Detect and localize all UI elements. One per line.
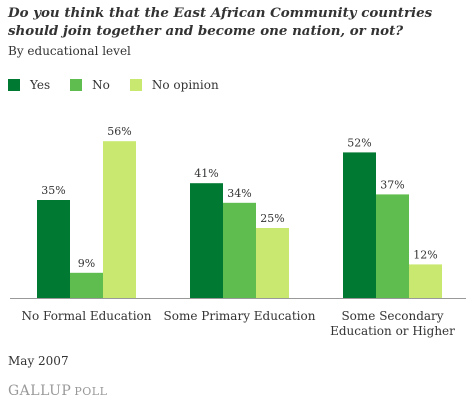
legend-item-no-opinion: No opinion <box>129 78 219 92</box>
legend-item-no: No <box>70 78 110 92</box>
bar-yes-3 <box>343 152 376 298</box>
data-label-yes-2: 41% <box>194 167 218 180</box>
data-label-no-2: 34% <box>227 187 251 200</box>
legend-swatch-yes <box>8 79 20 91</box>
legend-label-no: No <box>92 78 110 92</box>
legend-swatch-no-opinion <box>129 79 142 91</box>
legend-label-yes: Yes <box>30 78 51 92</box>
survey-date: May 2007 <box>8 354 69 368</box>
chart-title: Do you think that the East African Commu… <box>8 5 433 39</box>
bar-no-3 <box>376 194 409 298</box>
data-label-no-3: 37% <box>380 178 404 191</box>
bar-no-2 <box>223 202 256 298</box>
category-label-3: Some Secondary <box>341 309 443 323</box>
legend-item-yes: Yes <box>8 78 50 92</box>
category-label-3: Education or Higher <box>330 324 455 338</box>
data-label-no-opinion-1: 56% <box>107 125 131 138</box>
legend-swatch-no <box>70 79 83 91</box>
bar-yes-2 <box>190 183 223 298</box>
data-label-yes-1: 35% <box>41 184 65 197</box>
data-label-yes-3: 52% <box>347 136 371 149</box>
gallup-poll-logo: GALLUP POLL <box>8 383 108 399</box>
bar-no-1 <box>70 272 103 298</box>
chart-subtitle: By educational level <box>8 44 131 58</box>
data-label-no-opinion-2: 25% <box>260 212 284 225</box>
bar-yes-1 <box>37 200 70 298</box>
category-label-1: No Formal Education <box>21 309 151 323</box>
data-label-no-1: 9% <box>78 257 95 270</box>
data-label-no-opinion-3: 12% <box>413 248 437 261</box>
legend-label-no-opinion: No opinion <box>151 78 219 92</box>
category-label-2: Some Primary Education <box>164 309 316 323</box>
bar-chart: 35% 9% 56% No Formal Education 41% 34% 25% Some… <box>10 125 466 338</box>
bar-no-opinion-1 <box>103 141 136 298</box>
bar-no-opinion-3 <box>409 264 442 298</box>
legend: Yes No No opinion <box>8 78 239 92</box>
bar-no-opinion-2 <box>256 228 289 298</box>
